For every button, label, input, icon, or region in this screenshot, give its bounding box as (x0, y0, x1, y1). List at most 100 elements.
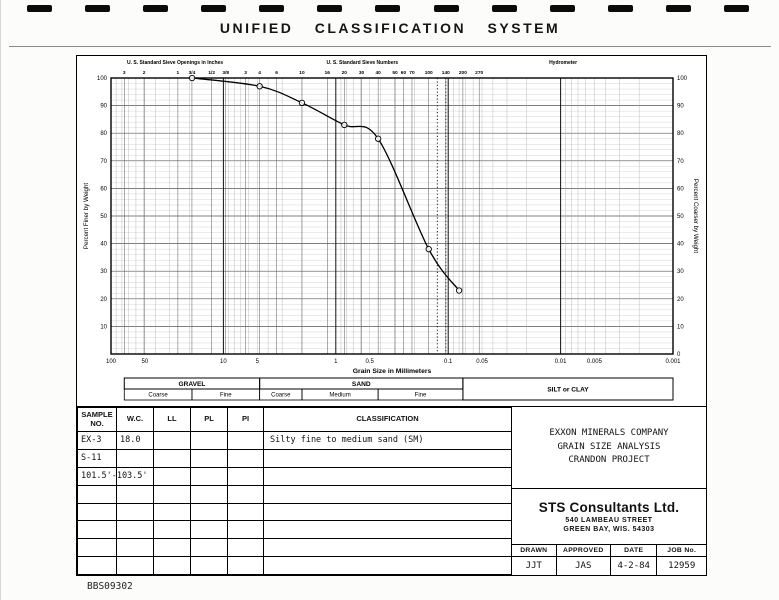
table-cell (153, 484, 191, 504)
y-axis-right-tick: 20 (677, 297, 684, 303)
table-cell (227, 502, 264, 522)
approved-value: JAS (575, 561, 592, 571)
punch-mark (85, 5, 111, 12)
col-pi: PI (227, 407, 264, 432)
sieve-inch-tick: 3/8 (222, 70, 229, 76)
table-cell: EX-3 (77, 431, 117, 450)
table-row: S-11 (77, 448, 512, 468)
sieve-inch-tick: 2 (143, 70, 146, 76)
table-cell (77, 538, 117, 558)
document-number: BBS09302 (87, 581, 133, 592)
table-row (77, 556, 512, 575)
table-cell (153, 556, 191, 575)
x-axis-tick: 0.1 (444, 359, 453, 365)
table-row: 101.5'-103.5' (77, 466, 512, 486)
data-point-marker (425, 245, 432, 253)
table-cell (263, 556, 512, 575)
punch-mark (723, 5, 749, 12)
y-axis-left-title: Percent Finer by Weight (83, 183, 90, 250)
right-panel: EXXON MINERALS COMPANY GRAIN SIZE ANALYS… (511, 407, 706, 575)
y-axis-left-tick: 80 (100, 131, 107, 137)
table-cell (227, 431, 264, 450)
y-axis-left-tick: 70 (100, 159, 107, 165)
sieve-number-tick: 3 (244, 70, 247, 76)
firm-address-line1: 540 LAMBEAU STREET (565, 517, 653, 524)
drawn-label: DRAWN (512, 545, 556, 557)
sieve-number-tick: 60 (401, 70, 407, 76)
y-axis-right-title: Percent Coarser by Weight (692, 179, 699, 253)
sieve-number-tick: 4 (258, 70, 261, 76)
table-header-row: SAMPLE NO. W.C. LL PL PI CLASSIFICATION (77, 407, 512, 432)
table-cell: 101.5'-103.5' (77, 466, 148, 486)
table-cell: S-11 (77, 448, 117, 468)
drawn-cell: DRAWN JJT (512, 545, 557, 575)
firm-box: STS Consultants Ltd. 540 LAMBEAU STREET … (512, 489, 706, 545)
sieve-inches-header: U. S. Standard Sieve Openings in Inches (127, 60, 223, 66)
punch-row (27, 5, 749, 12)
sieve-number-tick: 30 (359, 70, 365, 76)
table-cell (190, 466, 228, 486)
date-cell: DATE 4-2-84 (610, 545, 658, 575)
table-cell (190, 484, 228, 504)
table-cell (153, 538, 191, 558)
firm-name: STS Consultants Ltd. (538, 500, 680, 515)
table-cell (116, 448, 154, 468)
x-axis-tick: 100 (106, 359, 117, 365)
table-cell (153, 431, 191, 450)
report-sheet: 100 90 80 70 60 50 40 30 20 10 0 10 20 30 40 50 60 70 80 90… (76, 55, 707, 576)
punch-mark (143, 5, 169, 12)
page-title: UNIFIED CLASSIFICATION SYSTEM (219, 20, 561, 36)
x-axis-tick: 1 (334, 359, 338, 365)
punch-mark (433, 5, 459, 12)
grain-size-chart: 1009080706050403020100102030405060708090… (83, 60, 699, 401)
table-cell (77, 484, 117, 504)
band-sublabel: Fine (415, 393, 427, 399)
y-axis-left-tick: 30 (100, 269, 107, 275)
x-axis-tick: 0.5 (365, 359, 374, 365)
sieve-inch-tick: 1/2 (208, 70, 215, 76)
approval-row: DRAWN JJT APPROVED JAS DATE 4-2-84 JOB N… (512, 545, 706, 575)
table-cell (116, 520, 154, 540)
sieve-number-tick: 140 (442, 70, 450, 76)
x-axis-tick: 0.01 (555, 359, 567, 365)
col-classification: CLASSIFICATION (263, 407, 512, 432)
y-axis-left-tick: 100 (97, 76, 108, 82)
table-cell (227, 556, 264, 575)
sieve-number-tick: 200 (459, 70, 467, 76)
table-cell (153, 502, 191, 522)
y-axis-right-tick: 10 (677, 324, 684, 330)
table-cell (263, 448, 512, 468)
table-cell (116, 556, 154, 575)
y-axis-left-tick: 50 (100, 214, 107, 220)
sieve-numbers-header: U. S. Standard Sieve Numbers (327, 60, 399, 66)
band-label: SAND (352, 381, 371, 388)
sieve-inch-tick: 1 (177, 70, 180, 76)
table-cell (190, 538, 228, 558)
project-company: EXXON MINERALS COMPANY (549, 428, 669, 439)
table-cell (190, 448, 228, 468)
table-cell (153, 448, 191, 468)
hydrometer-header: Hydrometer (549, 60, 577, 66)
data-point-marker (455, 287, 463, 294)
table-row (77, 502, 512, 522)
sieve-number-tick: 20 (342, 70, 348, 76)
y-axis-right-tick: 80 (677, 131, 684, 137)
job-number-cell: JOB No. 12959 (657, 545, 706, 575)
table-cell: Silty fine to medium sand (SM) (263, 431, 512, 450)
band-label: GRAVEL (178, 381, 205, 388)
job-number-label: JOB No. (657, 545, 706, 557)
punch-mark (201, 5, 227, 12)
y-axis-right-tick: 40 (677, 242, 684, 248)
data-point-marker (374, 135, 382, 142)
plot-border (110, 77, 674, 355)
table-cell (227, 466, 264, 486)
data-point-marker (341, 121, 348, 129)
approved-cell: APPROVED JAS (556, 545, 611, 575)
punch-mark (665, 5, 691, 12)
table-cell (263, 466, 512, 486)
project-report-type: GRAIN SIZE ANALYSIS (557, 441, 661, 452)
firm-address-line2: GREEN BAY, WIS. 54303 (563, 526, 655, 533)
sieve-inch-tick: 3 (123, 70, 126, 76)
x-axis-tick: 10 (220, 359, 227, 365)
